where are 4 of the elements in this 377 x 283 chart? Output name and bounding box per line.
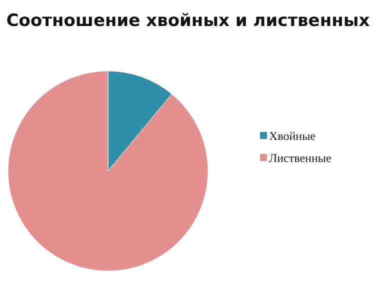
legend-label: Лиственные [269,151,332,165]
legend-label: Хвойные [269,129,316,143]
chart-title: Соотношение хвойных и лиственных [6,11,370,31]
pie-slice [8,70,208,272]
